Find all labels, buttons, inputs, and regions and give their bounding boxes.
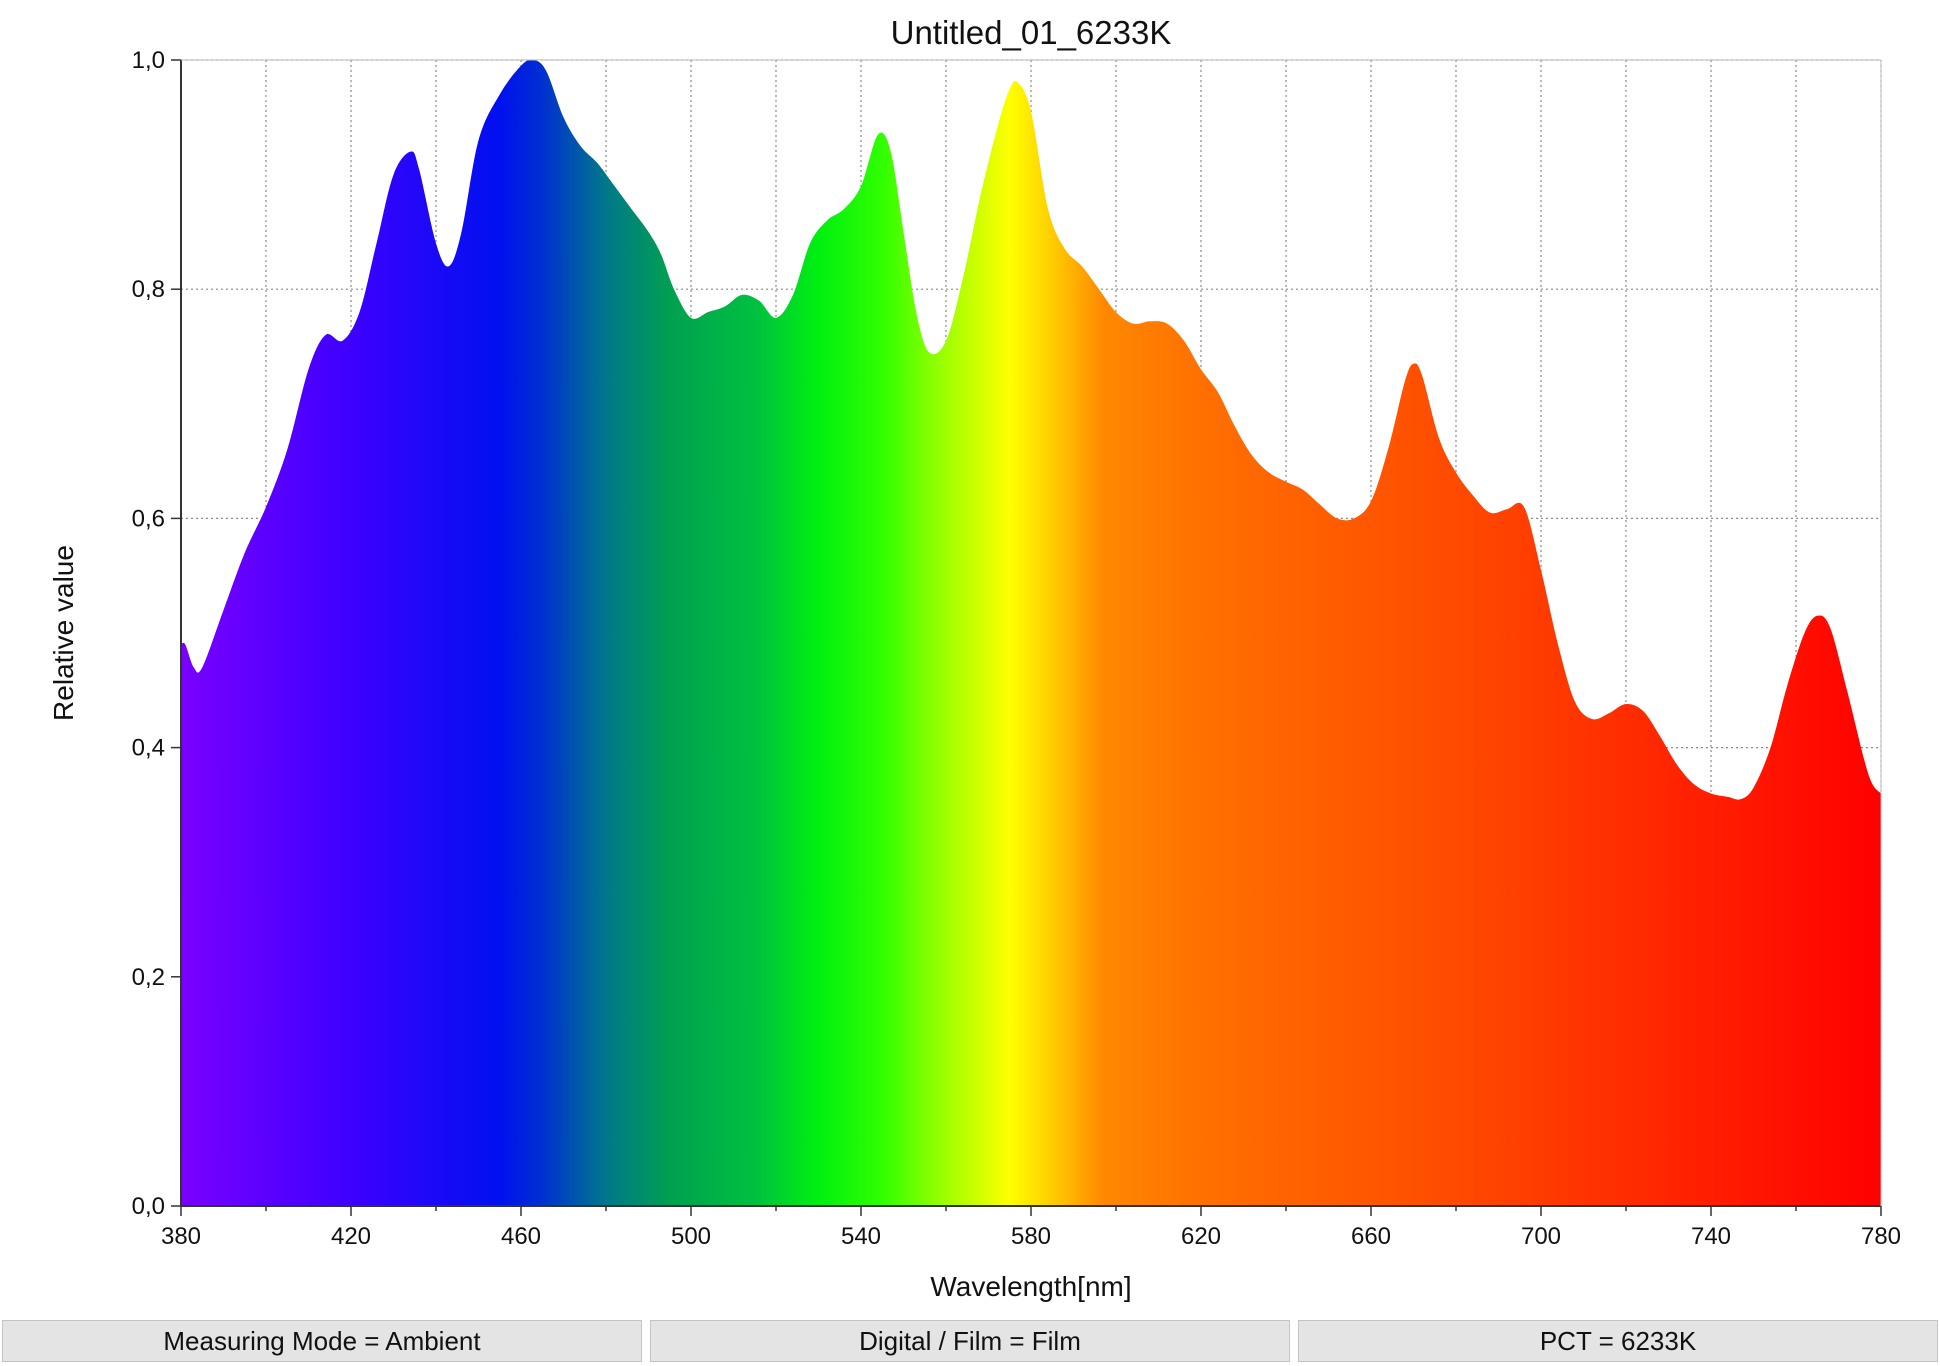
y-tick-label: 0,2 (132, 964, 165, 991)
y-tick-label: 0,4 (132, 735, 165, 762)
measuring-mode-status: Measuring Mode = Ambient (2, 1320, 642, 1362)
spectrum-chart: Untitled_01_6233K 380 420 460 500 540 580 620 6… (48, 14, 1901, 1302)
y-tick-label: 0,6 (132, 505, 165, 532)
y-tick-label: 1,0 (132, 47, 165, 74)
x-tick-label: 460 (501, 1223, 541, 1250)
x-tick-label: 580 (1011, 1223, 1051, 1250)
x-tick-label: 700 (1521, 1223, 1561, 1250)
x-tick-label: 500 (671, 1223, 711, 1250)
y-axis-label: Relative value (48, 545, 79, 721)
axes (171, 59, 1882, 1216)
digital-film-status: Digital / Film = Film (650, 1320, 1290, 1362)
spectrum-area (181, 59, 1881, 1206)
x-tick-label: 420 (331, 1223, 371, 1250)
y-tick-label: 0,8 (132, 276, 165, 303)
x-tick-label: 780 (1861, 1223, 1901, 1250)
x-axis-label: Wavelength[nm] (930, 1271, 1131, 1302)
pct-status: PCT = 6233K (1298, 1320, 1938, 1362)
chart-title: Untitled_01_6233K (891, 14, 1172, 51)
x-tick-label: 540 (841, 1223, 881, 1250)
tick-labels: 380 420 460 500 540 580 620 660 700 740 780 0,0 0,2 0… (132, 47, 1901, 1250)
status-bar: Measuring Mode = Ambient Digital / Film … (0, 1320, 1940, 1364)
x-tick-label: 740 (1691, 1223, 1731, 1250)
x-tick-label: 660 (1351, 1223, 1391, 1250)
y-tick-label: 0,0 (132, 1193, 165, 1220)
x-tick-label: 620 (1181, 1223, 1221, 1250)
x-tick-label: 380 (161, 1223, 201, 1250)
